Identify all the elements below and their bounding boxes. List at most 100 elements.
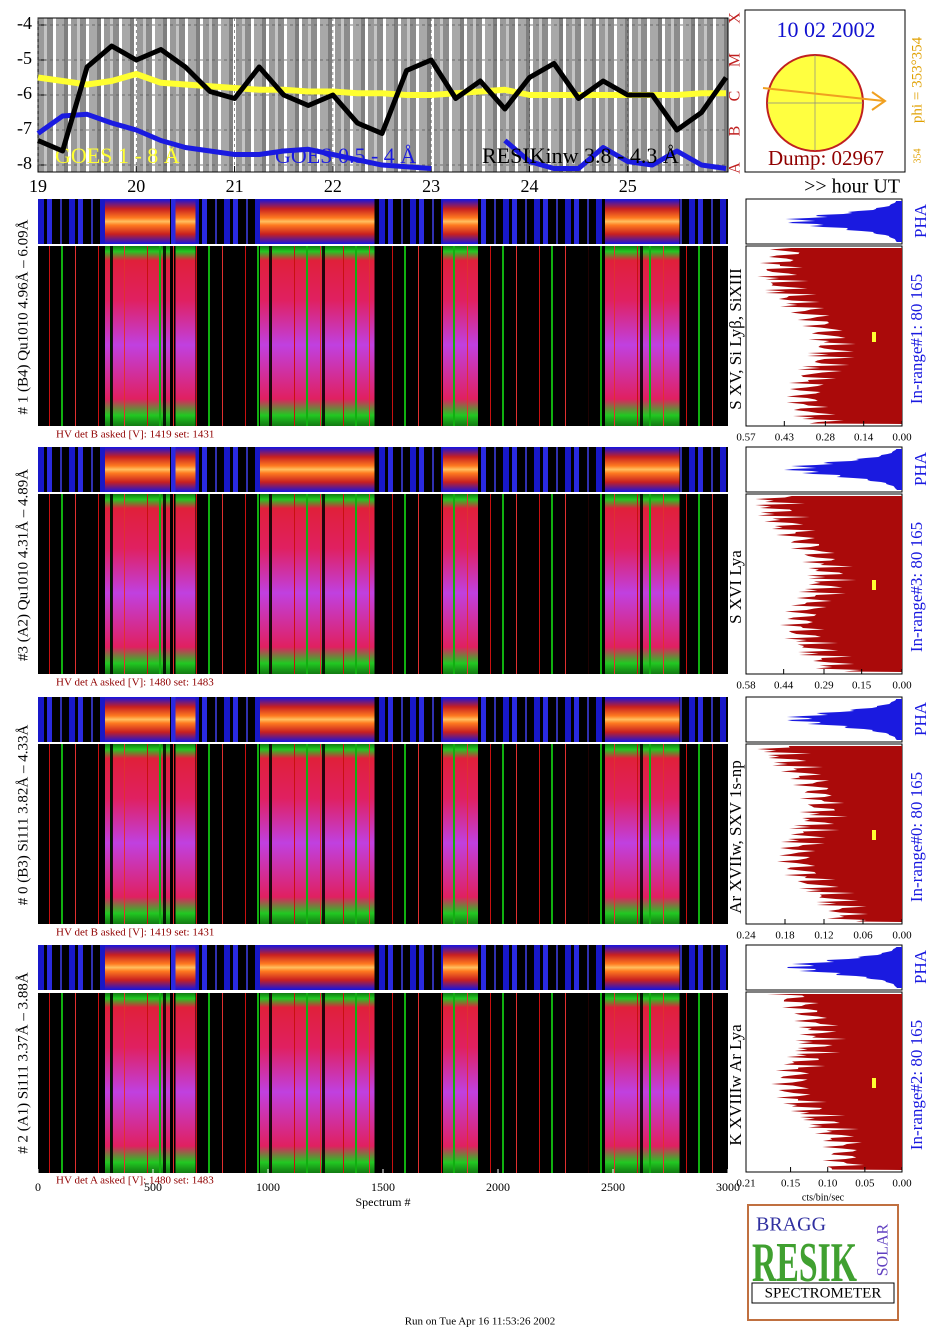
pha-shape <box>784 449 902 490</box>
pha-strip <box>38 199 728 244</box>
detector-label: # 2 (A1) Si111 3.37Å – 3.88Å <box>15 972 31 1154</box>
flare-class: C <box>727 91 744 102</box>
x-tick-label: 0.00 <box>892 930 912 942</box>
hv-label: HV det A asked [V]: 1480 set: 1483 <box>56 1175 214 1187</box>
x-tick-label: 0.18 <box>775 930 795 942</box>
hv-label: HV det B asked [V]: 1419 set: 1431 <box>56 429 214 441</box>
x-tick-label: 0.43 <box>775 432 795 444</box>
legend-entry: GOES 0.5 - 4 Å <box>275 143 416 168</box>
x-tick-label: 0.12 <box>814 930 833 942</box>
logo-box <box>751 1282 895 1304</box>
x-tick-label: 20 <box>127 176 145 196</box>
x-tick-label: 0.15 <box>852 680 872 692</box>
footer: Run on Tue Apr 16 11:53:26 2002 <box>405 1316 556 1328</box>
flare-class: B <box>727 126 744 137</box>
x-tick-label: 1000 <box>256 1180 280 1194</box>
dump-number: Dump: 02967 <box>768 146 884 170</box>
phi-small: 354 <box>912 149 923 164</box>
x-tick-label: 19 <box>29 176 47 196</box>
x-tick-label: 25 <box>619 176 637 196</box>
x-tick-label: 2000 <box>486 1180 510 1194</box>
spectrogram <box>38 744 728 924</box>
sun-frame <box>744 9 906 173</box>
pha-shape <box>785 201 902 242</box>
legend-entry: RESIKinw 3.8 - 4.3 Å <box>482 143 679 168</box>
range-label: In-range#2: 80 165 <box>907 1020 926 1150</box>
hist-shape <box>755 496 902 672</box>
logo-frame <box>747 1204 899 1321</box>
x-axis-label: Spectrum # <box>356 1195 411 1209</box>
line-label: K XVIIIw Ar Lya <box>726 1024 745 1146</box>
x-axis-label: >> hour UT <box>804 176 900 198</box>
x-tick-label: 0.05 <box>855 1178 875 1190</box>
sun-date: 10 02 2002 <box>777 17 876 42</box>
line-label: Ar XVIIw, SXV 1s-np <box>726 760 745 913</box>
x-tick-label: 22 <box>324 176 342 196</box>
legend-entry: GOES 1 - 8 Å <box>55 143 180 168</box>
x-tick-label: 2500 <box>601 1180 625 1194</box>
x-tick-label: 0.00 <box>892 432 912 444</box>
x-tick-label: 0.00 <box>892 680 912 692</box>
y-tick-label: -5 <box>17 48 32 68</box>
series-line <box>37 71 726 98</box>
flare-class: X <box>727 12 744 24</box>
x-tick-label: 0.14 <box>854 432 874 444</box>
x-tick-label: 0.58 <box>736 680 756 692</box>
series-line <box>36 111 727 171</box>
level-marker <box>872 1078 876 1088</box>
x-tick-label: 0 <box>35 1180 41 1194</box>
y-tick-label: -7 <box>17 118 32 138</box>
phi-arrow <box>762 87 885 102</box>
logo-bragg: BRAGG <box>756 1214 826 1236</box>
range-label: In-range#1: 80 165 <box>907 274 926 404</box>
level-marker <box>872 580 876 590</box>
hist-unit: cts/bin/sec <box>802 1192 845 1203</box>
hv-label: HV det A asked [V]: 1480 set: 1483 <box>56 677 214 689</box>
x-tick-label: 0.15 <box>781 1178 801 1190</box>
line-label: S XV, Si Lyβ, SiXIII <box>726 268 745 410</box>
series-line <box>37 43 729 154</box>
range-label: In-range#3: 80 165 <box>907 522 926 652</box>
pha-label: PHA <box>911 949 930 984</box>
hv-label: HV det B asked [V]: 1419 set: 1431 <box>56 927 214 939</box>
pha-strip <box>38 945 728 990</box>
x-tick-label: 0.21 <box>736 1178 755 1190</box>
level-marker <box>872 830 876 840</box>
x-tick-label: 0.57 <box>736 432 756 444</box>
level-marker <box>872 332 876 342</box>
x-tick-label: 21 <box>226 176 244 196</box>
spectrogram <box>38 246 728 426</box>
flare-class: M <box>727 53 744 67</box>
y-tick-label: -6 <box>17 83 32 103</box>
x-tick-label: 0.24 <box>736 930 756 942</box>
y-tick-label: -4 <box>17 13 32 33</box>
pha-label: PHA <box>911 203 930 238</box>
x-tick-label: 0.29 <box>814 680 834 692</box>
pha-label: PHA <box>911 451 930 486</box>
x-tick-label: 24 <box>520 176 538 196</box>
pha-strip <box>38 697 728 742</box>
detector-label: # 1 (B4) Qu1010 4.96Å – 6.09Å <box>15 219 31 414</box>
x-tick-label: 0.10 <box>818 1178 838 1190</box>
logo-spectrometer: SPECTROMETER <box>765 1285 882 1301</box>
pha-shape <box>787 947 902 988</box>
phi-arrow-head <box>871 91 887 111</box>
range-label: In-range#0: 80 165 <box>907 772 926 902</box>
phi-label: phi = 353°354 <box>909 36 925 123</box>
x-tick-label: 0.44 <box>774 680 794 692</box>
spectrogram <box>38 494 728 674</box>
x-tick-label: 23 <box>422 176 440 196</box>
x-tick-label: 0.06 <box>853 930 873 942</box>
line-label: S XVI Lya <box>726 550 745 624</box>
flare-class: A <box>727 162 744 174</box>
pha-label: PHA <box>911 701 930 736</box>
x-tick-label: 0.28 <box>816 432 836 444</box>
logo-solar: SOLAR <box>875 1223 892 1276</box>
x-tick-label: 3000 <box>716 1180 740 1194</box>
detector-label: #3 (A2) Qu1010 4.31Å – 4.89Å <box>15 469 31 661</box>
detector-label: # 0 (B3) Si111 3.82Å – 4.33Å <box>15 725 31 906</box>
x-tick-label: 500 <box>144 1180 162 1194</box>
hist-shape <box>757 248 902 424</box>
